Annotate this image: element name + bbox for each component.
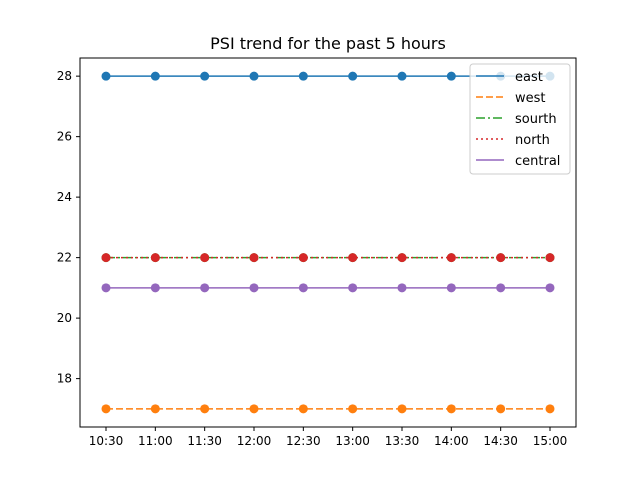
- legend-box: [469, 63, 571, 175]
- data-point-north: [545, 253, 555, 263]
- data-point-north: [496, 253, 506, 263]
- data-point-east: [150, 71, 160, 81]
- data-point-north: [298, 253, 308, 263]
- data-point-central: [150, 283, 160, 293]
- series-north: [101, 253, 555, 263]
- y-tick-label: 22: [57, 251, 72, 265]
- data-point-central: [101, 283, 111, 293]
- data-point-central: [545, 283, 555, 293]
- data-point-west: [348, 404, 358, 414]
- data-point-north: [249, 253, 259, 263]
- data-point-west: [101, 404, 111, 414]
- data-point-north: [150, 253, 160, 263]
- data-point-central: [446, 283, 456, 293]
- legend-label-east: east: [515, 70, 543, 85]
- data-point-central: [249, 283, 259, 293]
- chart-title: PSI trend for the past 5 hours: [210, 34, 446, 53]
- data-point-east: [298, 71, 308, 81]
- data-point-west: [150, 404, 160, 414]
- data-point-west: [397, 404, 407, 414]
- legend-label-sourth: sourth: [515, 112, 557, 127]
- x-tick-label: 12:00: [237, 434, 272, 448]
- data-point-west: [545, 404, 555, 414]
- x-tick-label: 14:30: [483, 434, 518, 448]
- x-tick-label: 12:30: [286, 434, 321, 448]
- data-point-west: [496, 404, 506, 414]
- data-point-west: [446, 404, 456, 414]
- data-point-central: [298, 283, 308, 293]
- series-central: [101, 283, 555, 293]
- data-point-east: [348, 71, 358, 81]
- data-point-east: [200, 71, 210, 81]
- data-point-central: [348, 283, 358, 293]
- x-tick-label: 10:30: [89, 434, 124, 448]
- data-point-east: [101, 71, 111, 81]
- x-tick-label: 13:00: [335, 434, 370, 448]
- x-tick-label: 11:00: [138, 434, 173, 448]
- x-tick-label: 11:30: [187, 434, 222, 448]
- data-point-west: [249, 404, 259, 414]
- plot-marks: [101, 71, 555, 414]
- data-point-central: [496, 283, 506, 293]
- data-point-west: [200, 404, 210, 414]
- data-point-east: [397, 71, 407, 81]
- data-point-north: [446, 253, 456, 263]
- legend: east west sourth north central: [469, 63, 571, 175]
- data-point-north: [348, 253, 358, 263]
- legend-label-north: north: [515, 133, 550, 148]
- data-point-central: [200, 283, 210, 293]
- y-tick-label: 24: [57, 190, 72, 204]
- data-point-east: [249, 71, 259, 81]
- y-tick-label: 28: [57, 69, 72, 83]
- y-tick-label: 20: [57, 311, 72, 325]
- legend-label-west: west: [515, 91, 546, 106]
- axes: 10:30 11:00 11:30 12:00 12:30 13:00 13:30 14:00…: [57, 69, 568, 448]
- x-tick-label: 13:30: [385, 434, 420, 448]
- data-point-east: [446, 71, 456, 81]
- y-tick-label: 18: [57, 372, 72, 386]
- legend-label-central: central: [515, 154, 560, 169]
- x-tick-label: 15:00: [533, 434, 568, 448]
- x-tick-label: 14:00: [434, 434, 469, 448]
- data-point-north: [101, 253, 111, 263]
- data-point-central: [397, 283, 407, 293]
- data-point-west: [298, 404, 308, 414]
- y-tick-label: 26: [57, 130, 72, 144]
- data-point-north: [397, 253, 407, 263]
- plot-frame: [79, 57, 577, 428]
- data-point-north: [200, 253, 210, 263]
- series-west: [101, 404, 555, 414]
